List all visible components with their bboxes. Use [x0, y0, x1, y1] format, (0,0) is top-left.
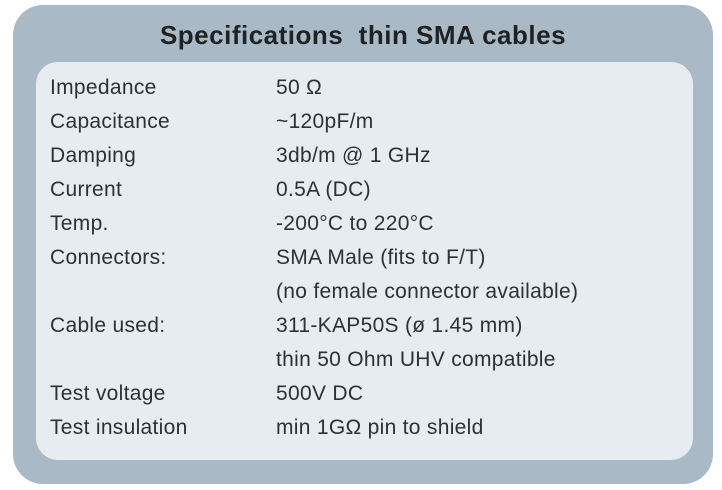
- spec-row: Test insulation min 1GΩ pin to shield: [50, 411, 683, 445]
- spec-label: [50, 343, 276, 377]
- spec-value: 0.5A (DC): [276, 178, 371, 201]
- spec-value: -200°C to 220°C: [276, 212, 434, 235]
- spec-label: Capacitance: [50, 110, 171, 133]
- spec-row: Impedance 50 Ω: [50, 71, 683, 105]
- spec-label: [50, 275, 276, 309]
- spec-row: (no female connector available): [50, 275, 683, 309]
- spec-label: Test voltage: [50, 382, 166, 405]
- card-title: Specifications thin SMA cables: [159, 20, 567, 50]
- spec-value: thin 50 Ohm UHV compatible: [276, 348, 556, 371]
- spec-label: Damping: [50, 144, 137, 167]
- specifications-card: Specifications thin SMA cables Impedance…: [13, 5, 713, 484]
- spec-value: 311-KAP50S (ø 1.45 mm): [276, 314, 523, 337]
- spec-value: ~120pF/m: [276, 110, 374, 133]
- spec-row: Capacitance ~120pF/m: [50, 105, 683, 139]
- spec-value: 3db/m @ 1 GHz: [276, 144, 431, 167]
- spec-value: 50 Ω: [276, 76, 323, 99]
- spec-row: Temp. -200°C to 220°C: [50, 207, 683, 241]
- spec-label: Temp.: [50, 212, 109, 235]
- spec-label: Cable used:: [50, 314, 166, 337]
- spec-value: 500V DC: [276, 382, 364, 405]
- specifications-panel: Impedance 50 Ω Capacitance ~120pF/m Damp…: [36, 62, 693, 460]
- spec-row: Test voltage 500V DC: [50, 377, 683, 411]
- spec-value: SMA Male (fits to F/T): [276, 246, 486, 269]
- spec-row: thin 50 Ohm UHV compatible: [50, 343, 683, 377]
- spec-row: Cable used: 311-KAP50S (ø 1.45 mm): [50, 309, 683, 343]
- spec-label: Test insulation: [50, 416, 188, 439]
- spec-rows: Impedance 50 Ω Capacitance ~120pF/m Damp…: [50, 71, 683, 445]
- spec-value: (no female connector available): [276, 280, 579, 303]
- spec-label: Impedance: [50, 76, 157, 99]
- spec-row: Connectors: SMA Male (fits to F/T): [50, 241, 683, 275]
- spec-label: Current: [50, 178, 123, 201]
- spec-label: Connectors:: [50, 246, 167, 269]
- spec-row: Current 0.5A (DC): [50, 173, 683, 207]
- spec-value: min 1GΩ pin to shield: [276, 416, 484, 439]
- spec-row: Damping 3db/m @ 1 GHz: [50, 139, 683, 173]
